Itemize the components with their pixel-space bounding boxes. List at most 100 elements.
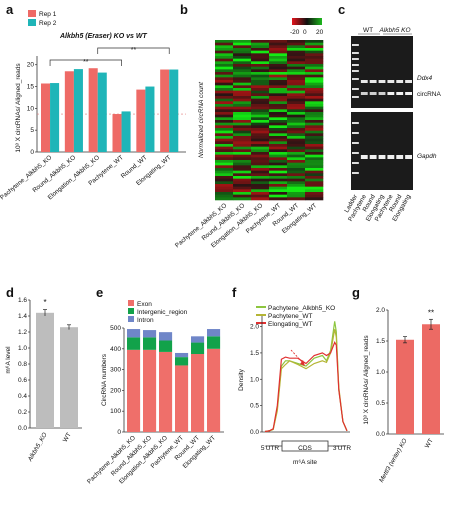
heatmap-cell	[233, 136, 252, 139]
stack-Round_Alkbh5_KO-Exon	[143, 349, 157, 432]
heatmap-scale-label: -20	[290, 29, 300, 36]
heatmap-cell	[233, 146, 252, 150]
heatmap-cell	[215, 64, 234, 67]
heatmap-cell	[251, 122, 270, 126]
legend-label-Pachytene_Alkbh5_KO: Pachytene_Alkbh5_KO	[268, 305, 335, 312]
panel-d-y-tick-label: 1.0	[18, 345, 27, 352]
heatmap-cell	[287, 184, 306, 187]
panel-a-y-tick-label: 15	[27, 84, 35, 91]
heatmap-cell	[269, 61, 288, 65]
heatmap-cell	[251, 149, 270, 153]
heatmap-cell	[305, 136, 324, 139]
heatmap-cell	[251, 98, 270, 102]
heatmap-cell	[269, 181, 288, 185]
heatmap-cell	[269, 146, 288, 150]
heatmap-cell	[215, 72, 234, 75]
heatmap-scale-label: 20	[316, 29, 324, 36]
gel-ladder-band	[352, 172, 359, 174]
heatmap-cell	[251, 77, 270, 81]
heatmap-cell	[215, 88, 234, 91]
heatmap-cell	[215, 192, 234, 195]
heatmap-cell	[287, 192, 306, 195]
heatmap-cell	[233, 189, 252, 193]
panel-label-b: b	[180, 2, 188, 17]
bar-Alkbh5_KO	[36, 312, 54, 428]
panel-a-title: Alkbh5 (Eraser) KO vs WT	[59, 33, 147, 40]
panel-f-y-tick-label: 2.0	[250, 324, 259, 331]
panel-d-y-tick-label: 0.4	[18, 393, 27, 400]
heatmap-cell	[233, 40, 252, 43]
heatmap-cell	[215, 165, 234, 169]
panel-d-x-tick-label: WT	[62, 431, 73, 443]
heatmap-cell	[305, 90, 324, 94]
heatmap-cell	[215, 85, 234, 89]
heatmap-cell	[287, 93, 306, 97]
heatmap-cell	[287, 152, 306, 155]
panel-label-a: a	[6, 2, 14, 17]
heatmap-cell	[269, 101, 288, 105]
heatmap-cell	[251, 120, 270, 123]
heatmap-cell	[251, 56, 270, 59]
heatmap-cell	[251, 104, 270, 107]
gel-group-wt: WT	[363, 27, 373, 34]
panel-a-y-tick-label: 5	[30, 127, 34, 134]
heatmap-cell	[305, 93, 324, 97]
heatmap-cell	[233, 58, 252, 62]
gel-ladder-band	[352, 58, 359, 60]
panel-g-y-tick-label: 0.5	[376, 400, 385, 407]
heatmap-cell	[269, 170, 288, 174]
gel-ladder-band	[352, 96, 359, 98]
heatmap-cell	[215, 61, 234, 65]
panel-e-y-tick-label: 400	[110, 346, 121, 353]
heatmap-cell	[215, 45, 234, 49]
marker-3utr: 3'UTR	[333, 445, 352, 452]
heatmap-cell	[287, 194, 306, 198]
heatmap-cell	[251, 93, 270, 97]
heatmap-cell	[215, 114, 234, 118]
heatmap-cell	[251, 112, 270, 115]
heatmap-cell	[233, 165, 252, 169]
heatmap-cell	[305, 69, 324, 73]
heatmap-cell	[269, 184, 288, 187]
heatmap-cell	[215, 178, 234, 182]
stack-Pachytene_WT-Exon	[175, 365, 189, 432]
heatmap-cell	[215, 197, 234, 201]
panel-e-y-label: CircRNA numbers	[101, 353, 108, 406]
heatmap-cell	[233, 186, 252, 190]
heatmap-cell	[269, 176, 288, 179]
heatmap-cell	[287, 42, 306, 46]
heatmap-cell	[251, 152, 270, 155]
heatmap-cell	[287, 48, 306, 51]
sig-label-1: **	[83, 59, 89, 66]
heatmap-cell	[251, 114, 270, 118]
heatmap-cell	[269, 50, 288, 54]
heatmap-cell	[251, 72, 270, 75]
gel-bottom	[351, 112, 413, 190]
heatmap-cell	[215, 149, 234, 153]
panel-a-y-tick-label: 20	[27, 62, 35, 69]
gel-circrna-band	[405, 92, 412, 95]
marker-5utr: 5'UTR	[261, 445, 280, 452]
heatmap-cell	[305, 128, 324, 131]
heatmap-cell	[251, 186, 270, 190]
heatmap-cell	[233, 194, 252, 198]
heatmap-cell	[215, 152, 234, 155]
panel-e-y-tick-label: 300	[110, 367, 121, 374]
heatmap-cell	[305, 114, 324, 118]
heatmap-cell	[269, 133, 288, 137]
heatmap-cell	[269, 93, 288, 97]
heatmap-cell	[287, 88, 306, 91]
heatmap-cell	[287, 122, 306, 126]
heatmap-cell	[287, 45, 306, 49]
heatmap-color-scale	[292, 18, 322, 25]
legend-label-Elongating_WT: Elongating_WT	[268, 321, 312, 328]
gel-gapdh-band	[369, 155, 377, 159]
heatmap-cell	[269, 168, 288, 171]
heatmap-cell	[251, 154, 270, 158]
heatmap-cell	[215, 50, 234, 54]
heatmap-cell	[215, 96, 234, 99]
heatmap-cell	[233, 69, 252, 73]
gel-ddx4-band	[396, 80, 404, 83]
heatmap-cell	[251, 184, 270, 187]
heatmap-cell	[269, 106, 288, 110]
